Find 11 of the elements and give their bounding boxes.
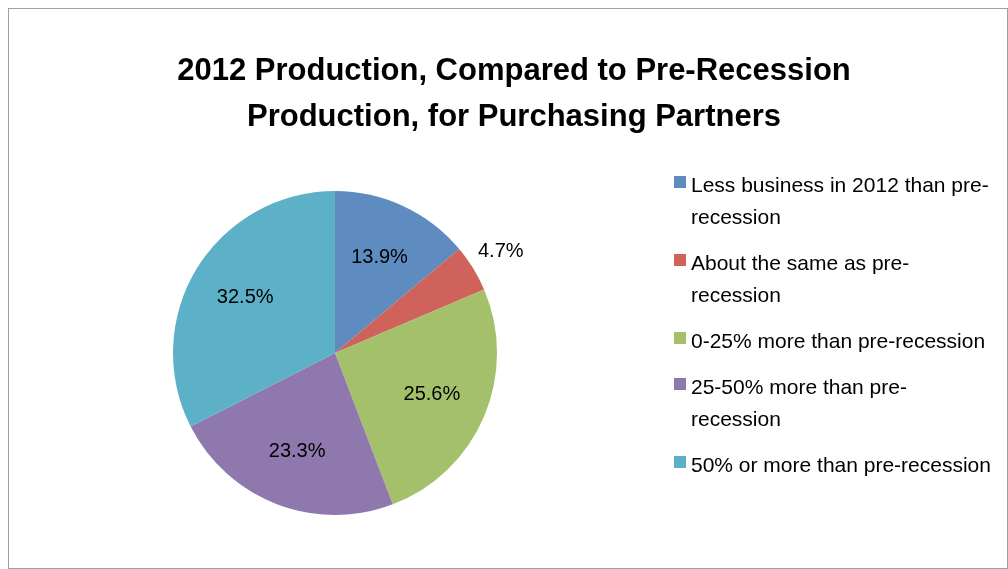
data-label: 32.5% xyxy=(216,285,274,308)
legend-label: 50% or more than pre-recession xyxy=(691,452,991,478)
legend-label: Less business in 2012 than pre-recession xyxy=(691,172,990,230)
data-label: 25.6% xyxy=(403,381,461,404)
chart-title: 2012 Production, Compared to Pre-Recession Production, for Purchasing Partners xyxy=(176,51,852,135)
legend-label: About the same as pre-recession xyxy=(691,250,911,308)
data-label: 23.3% xyxy=(268,438,326,461)
data-label: 13.9% xyxy=(351,245,409,268)
data-label: 4.7% xyxy=(477,238,524,261)
legend-label: 25-50% more than pre-recession xyxy=(691,374,908,432)
legend-label: 0-25% more than pre-recession xyxy=(691,328,986,354)
